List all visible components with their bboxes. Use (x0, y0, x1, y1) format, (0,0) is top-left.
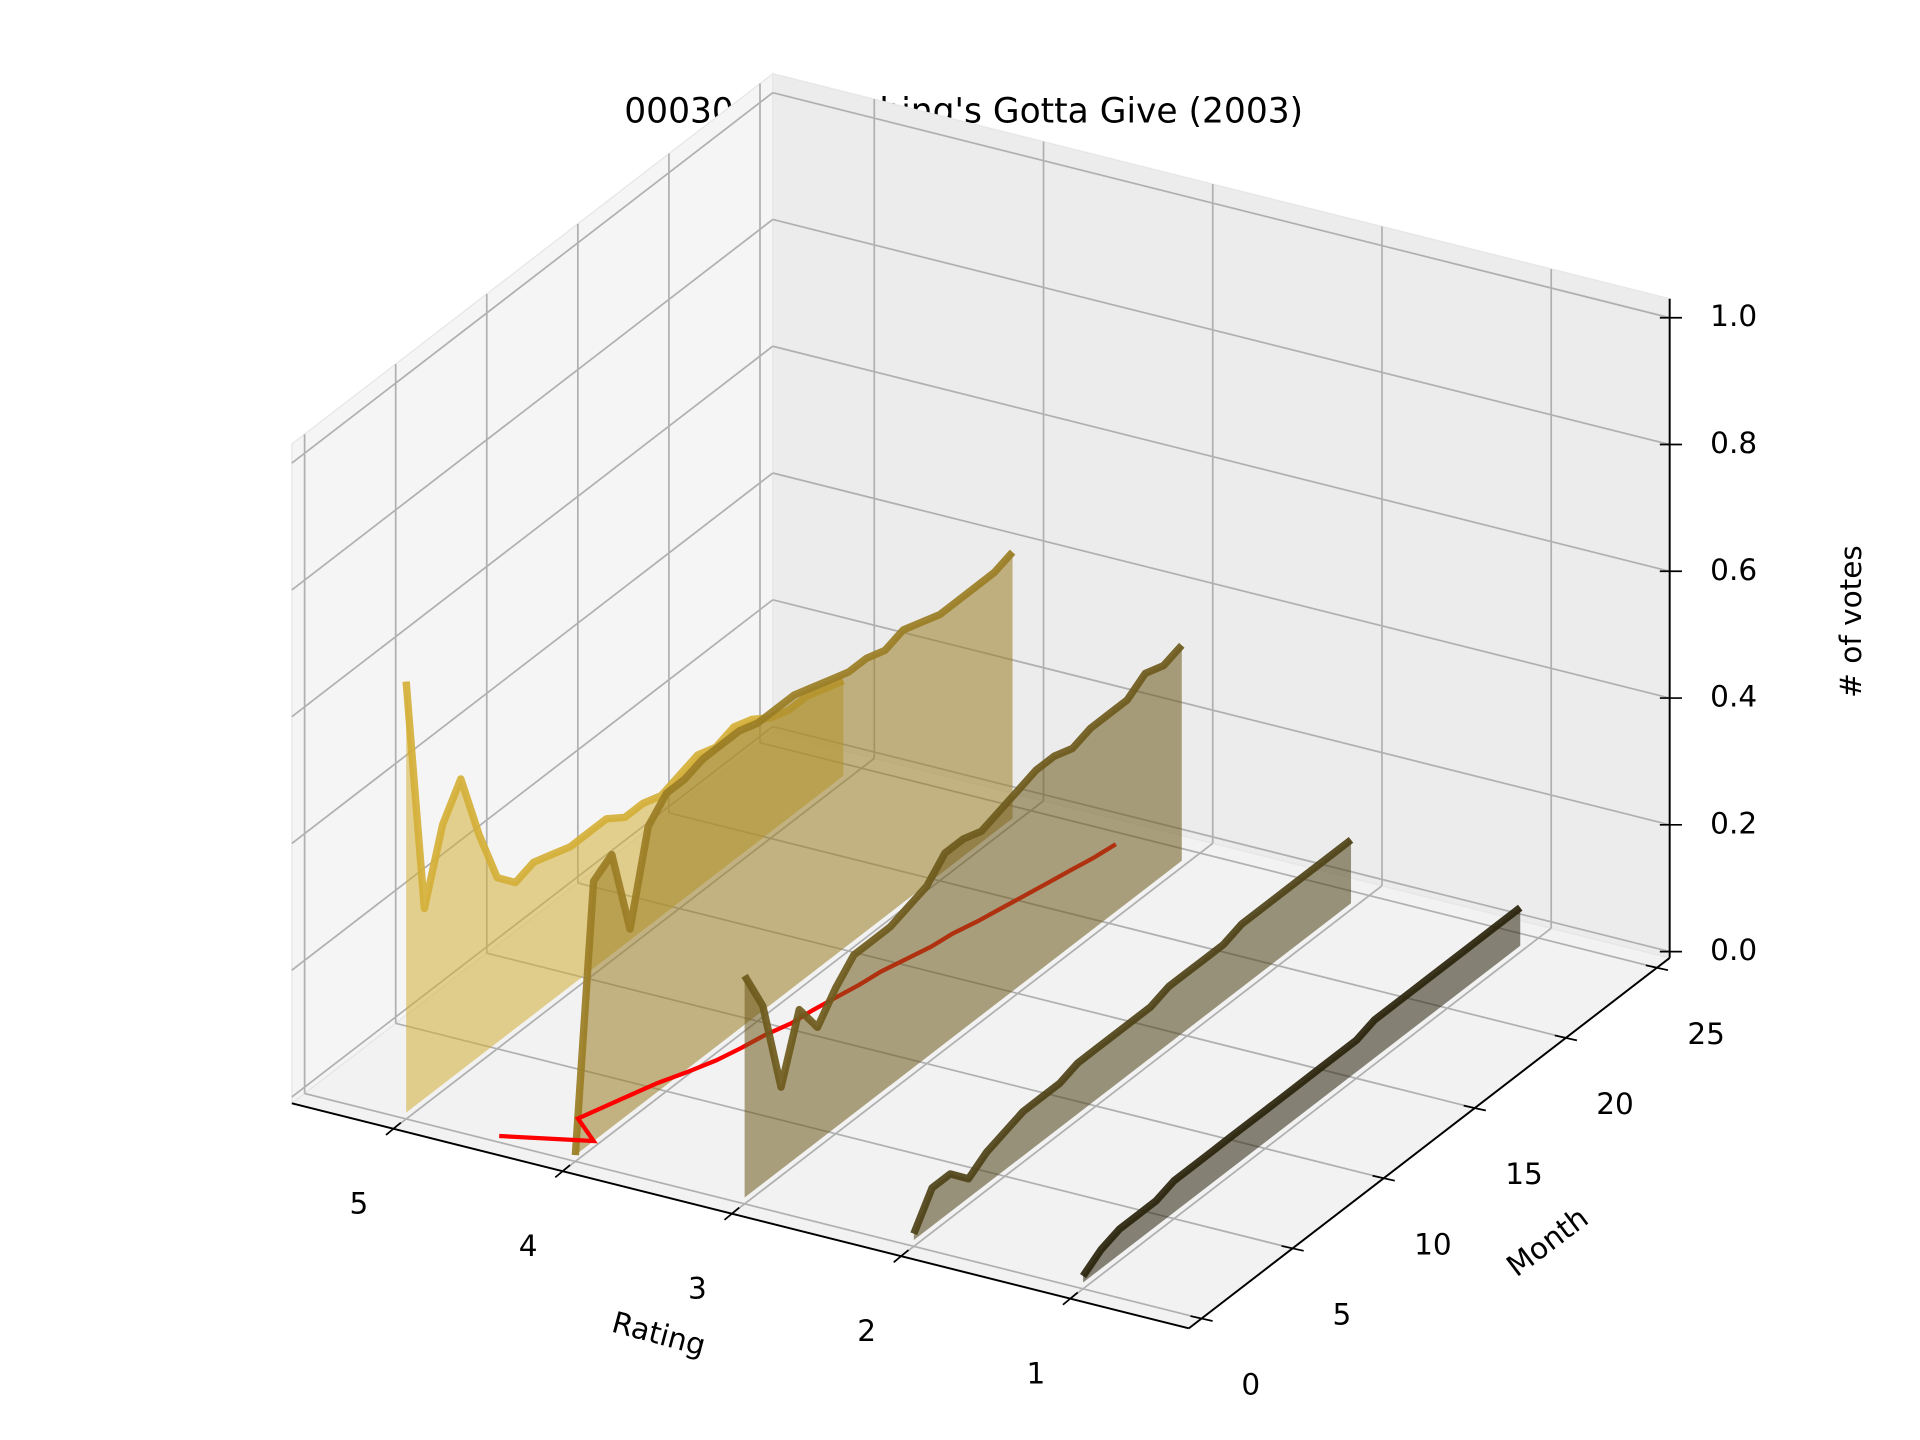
line (1080, 904, 1523, 1279)
grid-line (291, 92, 774, 464)
axis-line (1188, 957, 1671, 1330)
y-tick-label: 25 (1687, 1017, 1725, 1051)
y-tick-label: 10 (1414, 1227, 1452, 1261)
grid-line (291, 599, 774, 971)
x-tick-label: 2 (857, 1314, 876, 1348)
area (575, 552, 1013, 1156)
grid-line (772, 345, 1670, 573)
line (571, 549, 1016, 1156)
y-tick-label: 20 (1596, 1087, 1634, 1121)
x-tick-label: 3 (688, 1272, 707, 1306)
z-tick-label: 0.6 (1710, 553, 1757, 587)
line (741, 642, 1185, 1091)
y-tick-label: 0 (1241, 1368, 1260, 1402)
z-tick-label: 0.8 (1710, 426, 1757, 460)
grid-line (304, 1092, 1202, 1320)
y-axis-label: Month (1500, 1200, 1594, 1283)
x-axis-label: Rating (608, 1305, 709, 1362)
z-axis-label: # of votes (1834, 545, 1868, 698)
x-tick-label: 4 (519, 1229, 538, 1263)
area (913, 839, 1352, 1240)
area (744, 645, 1182, 1198)
grid-line (291, 218, 774, 591)
x-tick-label: 1 (1026, 1356, 1045, 1390)
grid-line (291, 472, 774, 845)
z-tick-label: 1.0 (1710, 299, 1757, 333)
grid-line (772, 472, 1670, 699)
area (1083, 907, 1521, 1283)
axis-line (291, 1102, 1190, 1330)
grid-line (731, 842, 1214, 1215)
z-tick-label: 0.2 (1710, 806, 1757, 840)
y-tick-label: 15 (1505, 1157, 1543, 1191)
line (910, 836, 1354, 1236)
grid-line (772, 218, 1670, 446)
x-tick-label: 5 (350, 1187, 369, 1221)
z-tick-label: 0.0 (1710, 933, 1757, 967)
z-tick-label: 0.4 (1710, 680, 1757, 714)
grid-line (900, 885, 1383, 1257)
y-tick-label: 5 (1332, 1298, 1351, 1332)
grid-line (1069, 927, 1552, 1300)
grid-line (291, 345, 774, 718)
grid-line (772, 91, 1670, 319)
